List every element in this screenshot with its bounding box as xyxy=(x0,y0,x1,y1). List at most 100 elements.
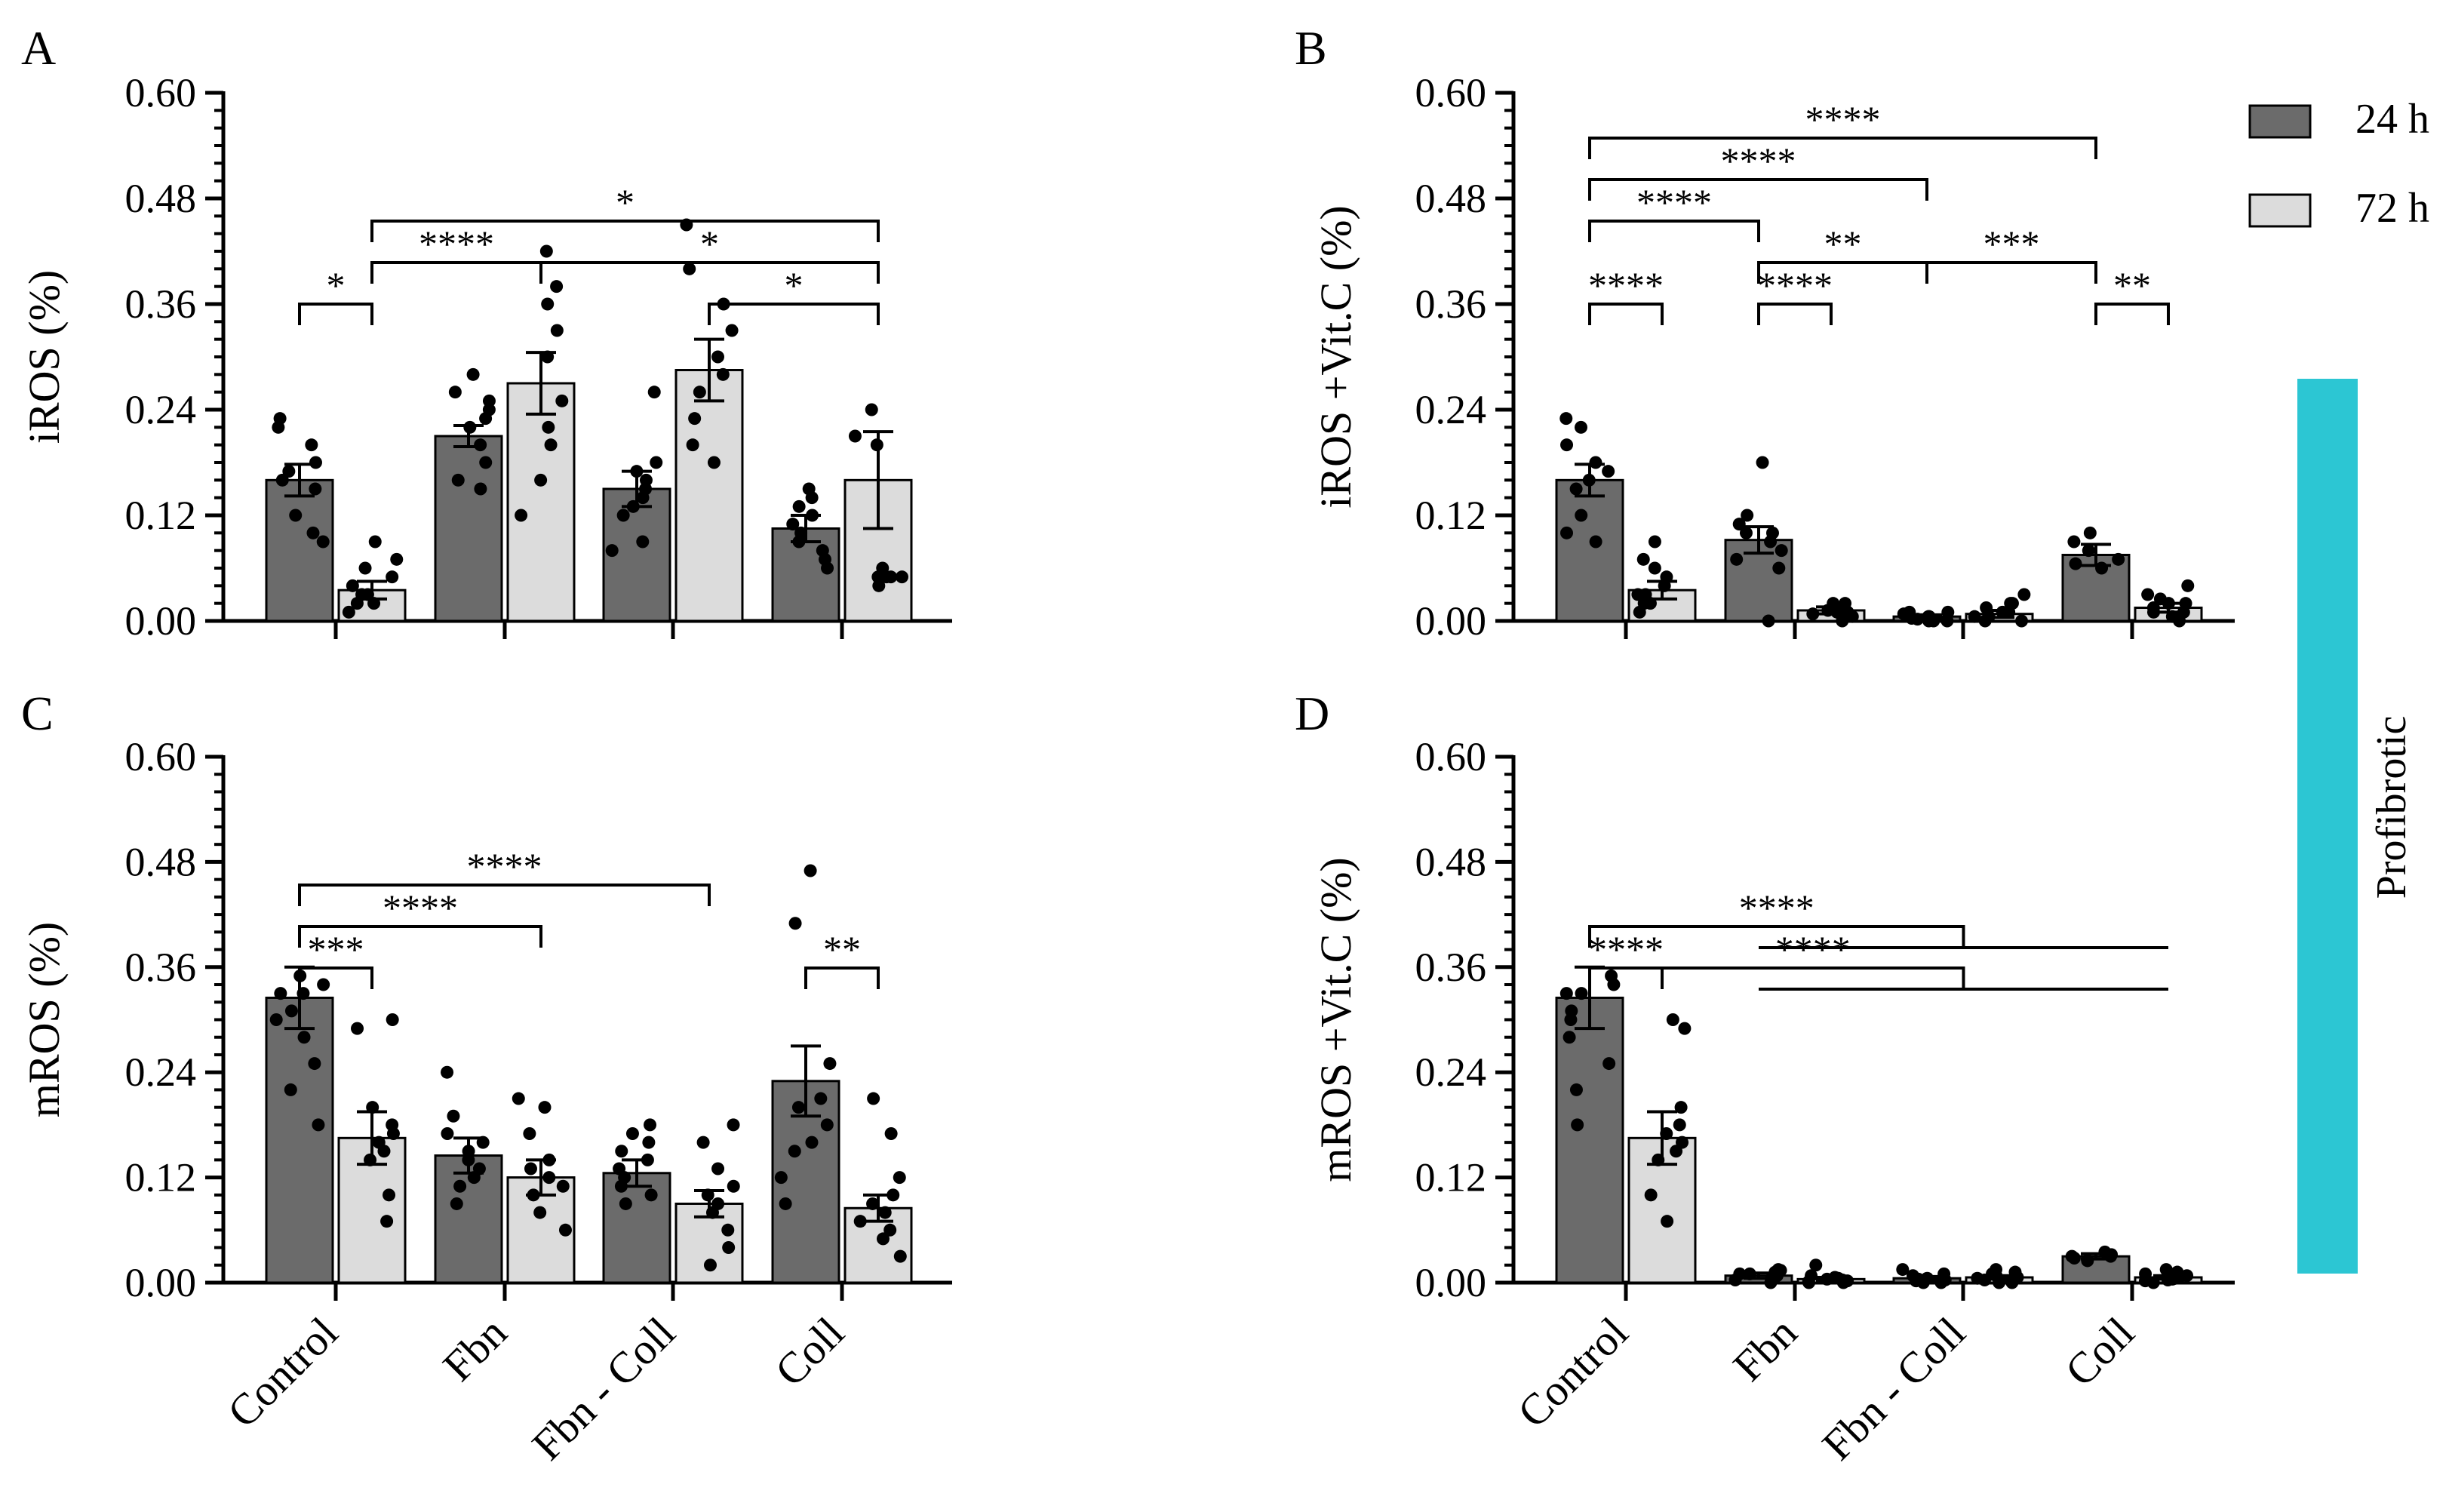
data-point xyxy=(2005,1276,2019,1289)
data-point xyxy=(1940,614,1954,628)
data-point xyxy=(727,1118,740,1132)
y-tick-label: 0.00 xyxy=(1415,1260,1487,1305)
data-point xyxy=(2153,592,2167,606)
data-point xyxy=(806,509,819,522)
significance-bracket xyxy=(298,303,373,325)
y-axis-title: mROS +Vit.C (%) xyxy=(1311,857,1360,1182)
data-point xyxy=(1839,597,1852,610)
data-point xyxy=(1560,438,1574,452)
data-point xyxy=(893,1249,907,1263)
significance-bracket xyxy=(804,967,880,989)
data-point xyxy=(2138,1274,2152,1288)
y-tick-label: 0.48 xyxy=(1415,839,1487,884)
y-tick-label: 0.00 xyxy=(1415,598,1487,644)
data-point xyxy=(515,509,528,522)
data-point xyxy=(867,1092,880,1105)
data-point xyxy=(346,579,359,592)
data-point xyxy=(550,280,564,293)
data-point xyxy=(350,597,364,610)
data-point xyxy=(2141,588,2155,601)
data-point xyxy=(308,1057,321,1071)
data-point xyxy=(512,1092,525,1105)
data-point xyxy=(474,438,487,452)
data-point xyxy=(390,552,404,566)
significance-bracket xyxy=(1661,967,1965,989)
bar-24h-control xyxy=(265,996,334,1284)
data-point xyxy=(1559,412,1573,426)
significance-label: **** xyxy=(419,223,494,265)
data-point xyxy=(618,1171,631,1185)
y-tick-label: 0.24 xyxy=(1415,1049,1487,1095)
data-point xyxy=(1993,1274,2007,1288)
data-point xyxy=(377,1145,391,1158)
data-point xyxy=(538,1101,552,1114)
data-point xyxy=(1575,509,1588,522)
data-point xyxy=(450,1197,463,1210)
data-point xyxy=(883,1223,897,1237)
data-point xyxy=(870,438,883,452)
data-point xyxy=(447,1109,460,1123)
data-point xyxy=(297,1031,311,1044)
data-point xyxy=(284,1083,297,1096)
data-point xyxy=(542,1153,556,1166)
data-point xyxy=(448,386,462,399)
data-point xyxy=(539,244,553,258)
data-point xyxy=(1589,456,1602,469)
y-tick-label: 0.24 xyxy=(125,387,197,432)
significance-label: **** xyxy=(1757,264,1833,306)
data-point xyxy=(441,1127,454,1141)
profibrotic-bar xyxy=(2297,379,2358,1274)
data-point xyxy=(1911,613,1925,626)
data-point xyxy=(1673,1118,1686,1132)
data-point xyxy=(722,1241,736,1255)
data-point xyxy=(1571,1118,1584,1132)
data-point xyxy=(711,1197,725,1210)
data-point xyxy=(774,1171,788,1185)
significance-label: **** xyxy=(1636,181,1712,223)
category-label: Coll xyxy=(2056,1308,2144,1396)
data-point xyxy=(716,367,730,381)
panel-letter: D xyxy=(1295,687,1329,740)
data-point xyxy=(1809,1258,1823,1272)
data-point xyxy=(523,1127,536,1141)
data-point xyxy=(463,420,477,434)
y-axis-title: iROS (%) xyxy=(20,270,69,444)
legend-label: 24 h xyxy=(2355,96,2429,143)
panel-letter: A xyxy=(21,21,56,75)
bar-24h-coll xyxy=(771,527,840,622)
data-point xyxy=(2015,614,2029,628)
data-point xyxy=(805,491,819,505)
data-point xyxy=(1661,1215,1674,1228)
data-point xyxy=(1774,1264,1787,1277)
data-point xyxy=(1978,614,1992,628)
data-point xyxy=(317,978,330,991)
data-point xyxy=(479,412,493,426)
data-point xyxy=(555,394,569,407)
data-point xyxy=(2082,544,2095,558)
y-tick-label: 0.48 xyxy=(1415,176,1487,221)
data-point xyxy=(1937,1271,1950,1284)
data-point xyxy=(786,518,800,531)
data-point xyxy=(625,1127,639,1141)
data-point xyxy=(466,367,480,381)
data-point xyxy=(701,1188,714,1202)
legend-swatch xyxy=(2248,104,2312,139)
y-tick-label: 0.60 xyxy=(1415,734,1487,779)
category-label: Fbn xyxy=(433,1308,516,1391)
data-point xyxy=(893,1171,906,1185)
data-point xyxy=(779,1197,792,1210)
data-point xyxy=(2171,1265,2184,1279)
data-point xyxy=(1660,1127,1673,1141)
significance-label: ** xyxy=(823,928,861,970)
y-tick-label: 0.12 xyxy=(125,1155,197,1200)
data-point xyxy=(558,1223,572,1237)
data-point xyxy=(1841,1274,1854,1288)
data-point xyxy=(309,482,322,496)
data-point xyxy=(2004,597,2017,610)
data-point xyxy=(791,1101,805,1114)
data-point xyxy=(1670,1145,1683,1158)
data-point xyxy=(1821,604,1835,617)
data-point xyxy=(639,473,653,487)
data-point xyxy=(642,1136,656,1149)
data-point xyxy=(297,987,310,1000)
